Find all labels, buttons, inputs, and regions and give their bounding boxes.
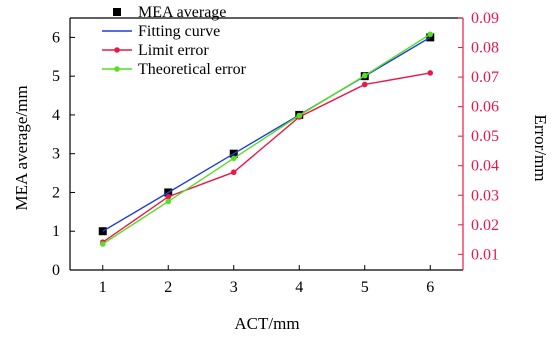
x-tick-label: 3 xyxy=(230,279,238,296)
right-axis-title: Error/mm xyxy=(531,114,550,181)
right-tick-label: 0.07 xyxy=(471,69,499,86)
x-tick-label: 6 xyxy=(426,279,434,296)
data-point-limit-error xyxy=(165,193,172,200)
data-point-theoretical-error xyxy=(165,198,172,205)
legend-marker-theoretical-error xyxy=(114,66,120,72)
x-tick-label: 2 xyxy=(164,279,172,296)
data-point-limit-error xyxy=(361,81,368,88)
x-tick-label: 5 xyxy=(361,279,369,296)
right-tick-label: 0.01 xyxy=(471,246,499,263)
left-tick-label: 4 xyxy=(52,107,60,124)
legend-label: Limit error xyxy=(138,42,209,59)
x-tick-label: 1 xyxy=(99,279,107,296)
legend-label: Fitting curve xyxy=(138,23,220,40)
right-tick-label: 0.05 xyxy=(471,128,499,145)
right-tick-label: 0.06 xyxy=(471,99,499,116)
right-tick-label: 0.08 xyxy=(471,40,499,57)
right-tick-label: 0.03 xyxy=(471,187,499,204)
x-axis-title: ACT/mm xyxy=(234,314,299,333)
left-tick-label: 1 xyxy=(52,223,60,240)
left-tick-label: 0 xyxy=(52,262,60,279)
legend-marker-mea-average xyxy=(113,8,121,16)
series-line-limit-error xyxy=(102,72,431,243)
left-tick-label: 2 xyxy=(52,184,60,201)
data-point-theoretical-error xyxy=(427,31,434,38)
data-point-theoretical-error xyxy=(296,112,303,119)
data-point-theoretical-error xyxy=(99,241,106,247)
left-tick-label: 5 xyxy=(52,68,60,85)
left-tick-label: 6 xyxy=(52,29,60,46)
series-line-theoretical-error xyxy=(102,33,431,245)
data-point-limit-error xyxy=(230,169,237,176)
right-tick-label: 0.09 xyxy=(471,10,499,27)
left-axis-title: MEA average/mm xyxy=(12,85,31,210)
data-point-theoretical-error xyxy=(361,72,368,79)
x-tick-label: 4 xyxy=(295,279,303,296)
data-point-theoretical-error xyxy=(230,155,237,162)
left-tick-label: 3 xyxy=(52,146,60,163)
series-line-fitting-curve xyxy=(102,36,431,232)
right-tick-label: 0.02 xyxy=(471,217,499,234)
data-point-limit-error xyxy=(427,70,434,76)
legend-label: MEA average xyxy=(138,4,226,21)
legend-label: Theoretical error xyxy=(138,61,247,78)
right-tick-label: 0.04 xyxy=(471,158,499,175)
legend-marker-limit-error xyxy=(114,47,120,53)
